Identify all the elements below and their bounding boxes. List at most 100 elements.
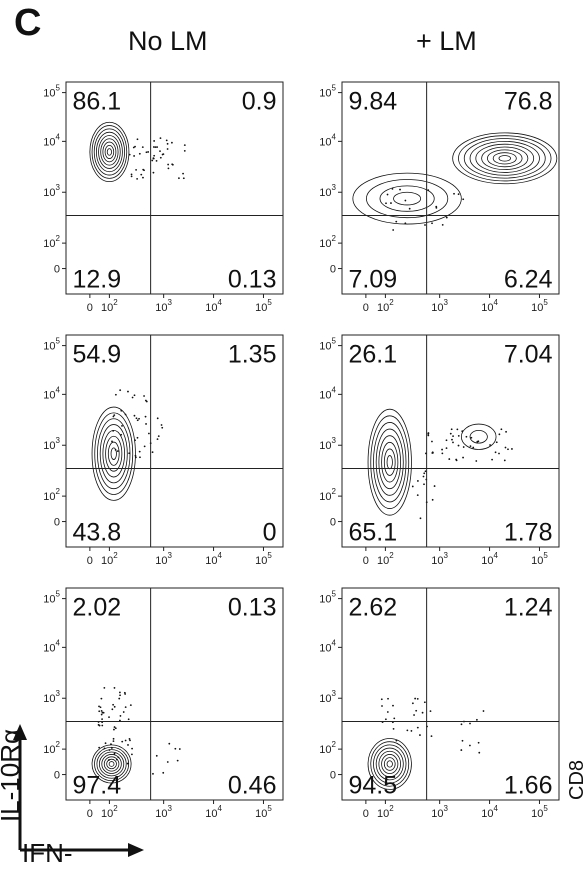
event-dot (500, 428, 503, 431)
event-dot (460, 723, 463, 726)
x-tick-label: 0 (87, 302, 93, 314)
event-dot (410, 730, 413, 732)
event-dot (133, 394, 136, 397)
event-dot (128, 153, 131, 156)
contour-line (91, 406, 136, 501)
x-tick-label: 105 (531, 551, 548, 567)
event-dot (136, 419, 139, 422)
event-dot (120, 433, 123, 436)
contour-line (110, 447, 117, 460)
event-dot (159, 150, 161, 153)
panel-letter: C (14, 2, 42, 44)
contour-line (89, 121, 130, 183)
plot-panel-1-no-lm: 86.1 0.9 12.9 0.13 0 102 103 104 105 0 102 103 104 10… (43, 81, 284, 314)
y-tick-label: 104 (43, 638, 60, 654)
event-dot (155, 159, 158, 162)
contour-line (386, 760, 393, 768)
event-dot (462, 446, 465, 448)
event-dot (143, 445, 146, 448)
event-dot (449, 432, 452, 435)
event-dot (119, 694, 121, 697)
quadrant-upper-right: 1.35 (228, 341, 277, 369)
event-dot (112, 703, 115, 706)
event-dot (139, 456, 141, 459)
event-dot (399, 188, 401, 191)
y-tick-label: 104 (319, 385, 336, 401)
event-dot (121, 425, 123, 427)
event-dot (162, 771, 165, 774)
contour-line (102, 141, 117, 163)
x-tick-label: 104 (205, 551, 222, 567)
event-dot (406, 729, 409, 732)
plot-panel-1-plus-lm: 9.84 76.8 7.09 6.24 0 102 103 104 105 0 102 103 104 1… (319, 81, 560, 314)
contour-line (498, 155, 511, 162)
event-dot (504, 446, 507, 449)
event-dot (112, 740, 115, 743)
event-dot (165, 139, 168, 142)
contour-line (481, 146, 529, 171)
event-dot (453, 192, 455, 195)
column-title-plus-lm: + LM (416, 26, 477, 56)
event-dot (460, 749, 463, 751)
contour-line (93, 128, 125, 176)
event-dot (142, 168, 145, 171)
contour-line (96, 749, 127, 779)
event-dot (416, 726, 419, 729)
x-tick-label: 104 (481, 298, 498, 314)
event-dot (129, 704, 132, 707)
event-dot (153, 140, 156, 142)
event-dot (119, 719, 121, 722)
event-dot (112, 429, 115, 432)
event-dot (118, 697, 121, 700)
event-dot (491, 458, 493, 461)
contour-line (393, 191, 422, 206)
event-dot (182, 172, 184, 175)
event-dot (427, 432, 430, 434)
event-dot (100, 710, 103, 712)
contour-line (106, 148, 112, 156)
contour-line (370, 741, 410, 787)
event-dot (108, 716, 110, 719)
event-dot (121, 740, 124, 743)
event-dot (176, 759, 179, 762)
contour-line (367, 408, 412, 516)
event-dot (110, 747, 113, 749)
contour-line (460, 423, 497, 450)
right-edge-label: CD8 (566, 759, 585, 800)
quadrant-upper-left: 9.84 (349, 88, 398, 116)
event-dot (141, 146, 144, 149)
x-tick-label: 105 (531, 804, 548, 820)
contour-line (95, 131, 123, 173)
event-dot (113, 705, 116, 708)
event-dot (183, 149, 186, 152)
event-dot (113, 752, 116, 755)
quadrant-lower-left: 65.1 (349, 519, 398, 547)
x-tick-label: 103 (431, 298, 448, 314)
event-dot (450, 428, 453, 431)
event-dot (478, 751, 481, 754)
quadrant-upper-right: 1.24 (504, 594, 553, 622)
event-dot (144, 415, 147, 418)
event-dot (111, 708, 114, 711)
contour-line (366, 179, 449, 219)
event-dot (114, 393, 117, 396)
event-dot (174, 747, 177, 750)
contour-line (91, 744, 132, 784)
event-dot (152, 772, 154, 775)
event-dot (416, 494, 419, 497)
event-dot (159, 137, 162, 140)
y-tick-label: 0 (54, 264, 60, 276)
x-tick-label: 103 (155, 551, 172, 567)
y-tick-label: 103 (43, 436, 60, 452)
event-dot (424, 224, 426, 226)
event-dot (134, 454, 137, 457)
plot-panel-3-no-lm: 2.02 0.13 97.4 0.46 0 102 103 104 105 0 102 103 104 1… (43, 587, 284, 820)
event-dot (413, 714, 415, 716)
event-dot (136, 436, 139, 439)
x-tick-label: 102 (101, 551, 118, 567)
event-dot (386, 711, 389, 713)
contour-line (452, 132, 558, 185)
event-dot (423, 701, 426, 704)
x-tick-label: 104 (205, 298, 222, 314)
event-dot (445, 439, 448, 442)
